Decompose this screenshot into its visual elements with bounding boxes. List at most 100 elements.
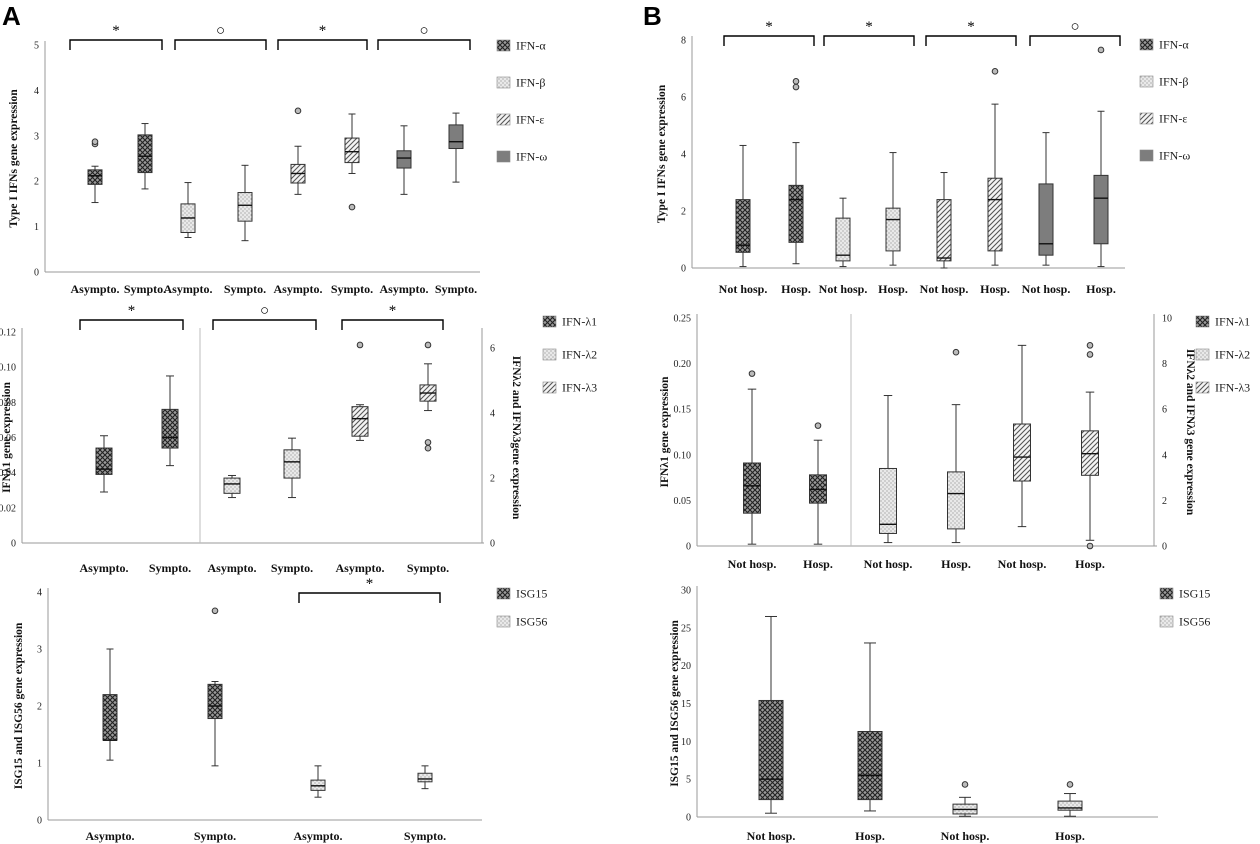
y-tick-label: 0.20: [674, 359, 692, 370]
box-8: [1093, 46, 1109, 268]
legend-label: IFN-β: [1159, 75, 1188, 89]
significance-mark: *: [319, 23, 327, 39]
box-4: [237, 164, 253, 242]
outlier-point: [814, 422, 822, 429]
box-iqr: [857, 730, 883, 801]
box-iqr: [223, 477, 241, 494]
x-tick-label: Sympto.: [331, 282, 373, 296]
y2-tick-label: 6: [490, 344, 495, 355]
significance-bracket: [79, 319, 184, 330]
box-iqr: [743, 462, 761, 514]
y-tick-label: 0.25: [674, 314, 692, 325]
box-iqr: [835, 217, 851, 262]
box-iqr: [137, 134, 153, 174]
y-tick-label: 0: [681, 264, 686, 275]
significance-bracket: [341, 319, 444, 330]
box-iqr: [1013, 423, 1031, 482]
box-iqr: [417, 772, 433, 783]
y2-tick-label: 4: [490, 409, 495, 420]
y-tick-label: 2: [34, 177, 39, 188]
significance-mark: ○: [1070, 19, 1079, 35]
box-iqr: [1057, 800, 1083, 811]
y-tick-label: 4: [34, 86, 39, 97]
box-3: [835, 197, 851, 268]
box-7: [1038, 132, 1054, 266]
y2-tick-label: 8: [1162, 359, 1167, 370]
x-tick-label: Hosp.: [1075, 557, 1105, 571]
y-tick-label: 5: [34, 41, 39, 52]
box-3: [180, 182, 196, 238]
x-tick-label: Sympto.: [407, 561, 449, 575]
significance-bracket: [925, 35, 1017, 46]
legend-label: IFN-α: [1159, 38, 1189, 52]
y-tick-label: 6: [681, 93, 686, 104]
y-tick-label: 0: [34, 268, 39, 279]
legend-swatch: [496, 615, 511, 628]
legend-label: IFN-λ1: [1215, 315, 1250, 329]
y-tick-label: 2: [37, 702, 42, 713]
significance-mark: *: [865, 19, 873, 35]
x-tick-label: Not hosp.: [1022, 282, 1071, 296]
x-tick-label: Sympto.: [271, 561, 313, 575]
x-tick-label: Not hosp.: [920, 282, 969, 296]
outlier-point: [294, 107, 302, 115]
box-3: [879, 395, 897, 544]
box-iqr: [102, 694, 118, 741]
legend-swatch: [1139, 112, 1154, 125]
box-2: [137, 123, 153, 190]
y-tick-label: 0: [686, 813, 691, 824]
x-tick-label: Not hosp.: [819, 282, 868, 296]
box-1: [758, 615, 784, 814]
box-iqr: [283, 449, 301, 479]
significance-bracket: [377, 39, 471, 50]
outlier-point: [424, 341, 432, 349]
legend-label: IFN-ε: [516, 113, 544, 127]
legend-label: ISG56: [516, 615, 547, 629]
y-axis-title: Type I IFNs gene expression: [8, 89, 20, 228]
outlier-point: [961, 781, 969, 788]
y-tick-label: 3: [37, 645, 42, 656]
x-tick-label: Asympto.: [85, 829, 134, 843]
box-4: [885, 152, 901, 266]
box-iqr: [936, 199, 952, 262]
y-tick-label: 4: [37, 588, 42, 599]
legend-swatch: [542, 315, 557, 328]
box-iqr: [788, 184, 804, 243]
x-tick-label: Not hosp.: [998, 557, 1047, 571]
significance-mark: ○: [419, 23, 428, 39]
box-5: [290, 107, 306, 195]
box-1: [102, 648, 118, 761]
x-tick-label: Not hosp.: [941, 829, 990, 843]
y-tick-label: 0.12: [0, 328, 16, 339]
x-tick-label: Sympto.: [435, 282, 477, 296]
box-iqr: [758, 699, 784, 801]
box-3: [223, 474, 241, 499]
legend-swatch: [1139, 38, 1154, 51]
significance-mark: ○: [216, 23, 225, 39]
box-iqr: [1038, 183, 1054, 256]
box-2: [207, 607, 223, 767]
significance-bracket: [174, 39, 267, 50]
significance-mark: *: [967, 19, 975, 35]
y-tick-label: 25: [681, 623, 691, 634]
y-axis-title: IFNλ1 gene expression: [659, 376, 671, 487]
outlier-point: [424, 444, 432, 452]
x-tick-label: Sympto.: [404, 829, 446, 843]
significance-bracket: [1029, 35, 1121, 46]
box-4: [947, 348, 965, 544]
outlier-point: [952, 348, 960, 356]
y-tick-label: 0.04: [0, 468, 16, 479]
significance-mark: ○: [260, 303, 269, 319]
legend-swatch: [1159, 615, 1174, 628]
significance-mark: *: [366, 576, 374, 592]
legend-swatch: [496, 113, 511, 126]
legend-swatch: [496, 39, 511, 52]
y-tick-label: 0.10: [674, 450, 692, 461]
x-tick-label: Not hosp.: [864, 557, 913, 571]
x-tick-label: Sympto.: [224, 282, 266, 296]
box-iqr: [885, 207, 901, 252]
legend-swatch: [496, 587, 511, 600]
box-iqr: [351, 406, 369, 437]
box-iqr: [947, 471, 965, 530]
